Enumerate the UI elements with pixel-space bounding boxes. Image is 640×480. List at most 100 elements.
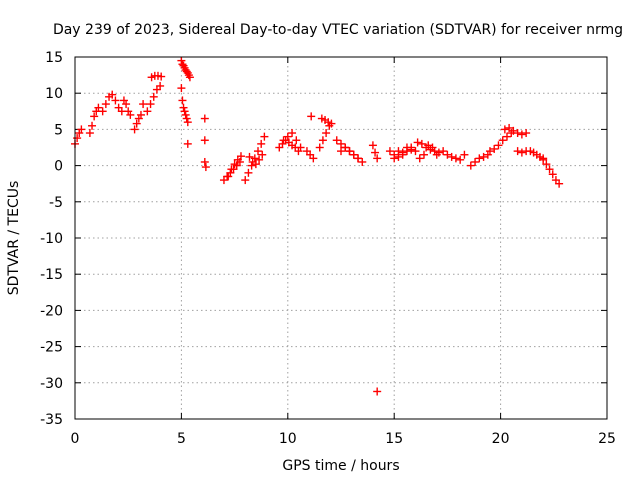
data-point <box>419 150 428 159</box>
x-tick-label: 10 <box>279 431 297 447</box>
data-point <box>485 147 494 156</box>
data-point <box>513 129 522 138</box>
data-point <box>296 143 305 152</box>
data-point <box>456 155 465 164</box>
x-axis-label: GPS time / hours <box>282 458 399 474</box>
data-point <box>279 136 288 145</box>
data-point <box>548 170 557 179</box>
data-point <box>230 160 239 169</box>
x-tick-label: 15 <box>385 431 403 447</box>
data-point <box>542 160 551 169</box>
data-point <box>88 121 97 130</box>
data-point <box>73 134 82 143</box>
data-point <box>185 73 194 82</box>
data-point <box>354 154 363 163</box>
x-tick-label: 20 <box>492 431 510 447</box>
data-point <box>77 125 86 134</box>
data-point <box>111 96 120 105</box>
data-point <box>98 107 107 116</box>
data-point <box>341 143 350 152</box>
y-axis-label: SDTVAR / TECUs <box>6 181 22 296</box>
data-point <box>288 129 297 138</box>
data-point <box>126 110 135 119</box>
data-point <box>517 130 526 139</box>
x-tick-label: 0 <box>71 431 80 447</box>
data-point <box>227 165 236 174</box>
data-point <box>200 157 209 166</box>
y-tick-label: -35 <box>40 412 63 428</box>
data-point <box>244 168 253 177</box>
data-point <box>183 139 192 148</box>
data-point <box>181 110 190 119</box>
data-point <box>337 147 345 156</box>
data-point <box>180 107 189 116</box>
data-point <box>398 148 407 157</box>
grid <box>75 57 607 419</box>
data-point <box>251 160 260 169</box>
plot-frame <box>74 56 608 420</box>
data-point <box>182 114 191 123</box>
data-point <box>224 172 233 181</box>
data-point <box>255 155 264 164</box>
data-point <box>156 81 165 90</box>
data-points <box>71 56 564 396</box>
data-point <box>517 148 526 157</box>
data-point <box>85 129 94 138</box>
data-point <box>432 150 441 159</box>
data-point <box>247 161 256 170</box>
data-point <box>327 119 336 128</box>
data-point <box>139 100 148 109</box>
data-point <box>345 147 354 156</box>
data-point <box>479 152 488 161</box>
data-point <box>322 129 331 138</box>
data-point <box>130 125 139 134</box>
data-point <box>413 138 422 147</box>
data-point <box>146 100 155 109</box>
data-point <box>254 147 263 156</box>
data-point <box>260 132 269 141</box>
data-point <box>241 176 250 185</box>
data-point <box>385 147 394 156</box>
data-point <box>236 152 245 161</box>
data-point <box>122 100 131 109</box>
data-point <box>245 152 254 161</box>
data-point <box>90 112 99 121</box>
data-point <box>136 110 145 119</box>
y-tick-label: -30 <box>40 376 63 392</box>
data-point <box>411 147 420 156</box>
data-point <box>337 139 345 148</box>
data-point <box>318 136 327 145</box>
data-point <box>539 155 548 164</box>
y-tick-label: -20 <box>40 303 63 319</box>
data-point <box>257 139 266 148</box>
data-point <box>143 107 152 116</box>
data-point <box>332 136 341 145</box>
data-point <box>200 136 209 145</box>
data-point <box>451 154 460 163</box>
data-point <box>460 150 469 159</box>
data-point <box>258 150 267 159</box>
y-tick-label: -15 <box>40 267 63 283</box>
x-tick-labels: 0 5 10 15 20 25 <box>71 431 616 447</box>
data-point <box>498 136 507 145</box>
data-point <box>475 154 484 163</box>
data-point <box>417 139 426 148</box>
data-point <box>500 125 509 134</box>
data-point <box>179 103 188 112</box>
data-point <box>443 150 452 159</box>
x-tick-label: 25 <box>598 431 616 447</box>
data-point <box>200 114 209 123</box>
data-point <box>490 144 499 153</box>
data-point <box>415 154 424 163</box>
y-tick-label: -25 <box>40 340 63 356</box>
data-point <box>101 100 110 109</box>
data-point <box>309 154 318 163</box>
data-point <box>358 157 367 166</box>
data-point <box>522 129 531 138</box>
chart-title: Day 239 of 2023, Sidereal Day-to-day VTE… <box>53 22 623 38</box>
y-tick-label: 15 <box>45 50 63 66</box>
y-tick-label: 5 <box>54 122 63 138</box>
data-point <box>402 143 411 152</box>
data-point <box>439 147 448 156</box>
